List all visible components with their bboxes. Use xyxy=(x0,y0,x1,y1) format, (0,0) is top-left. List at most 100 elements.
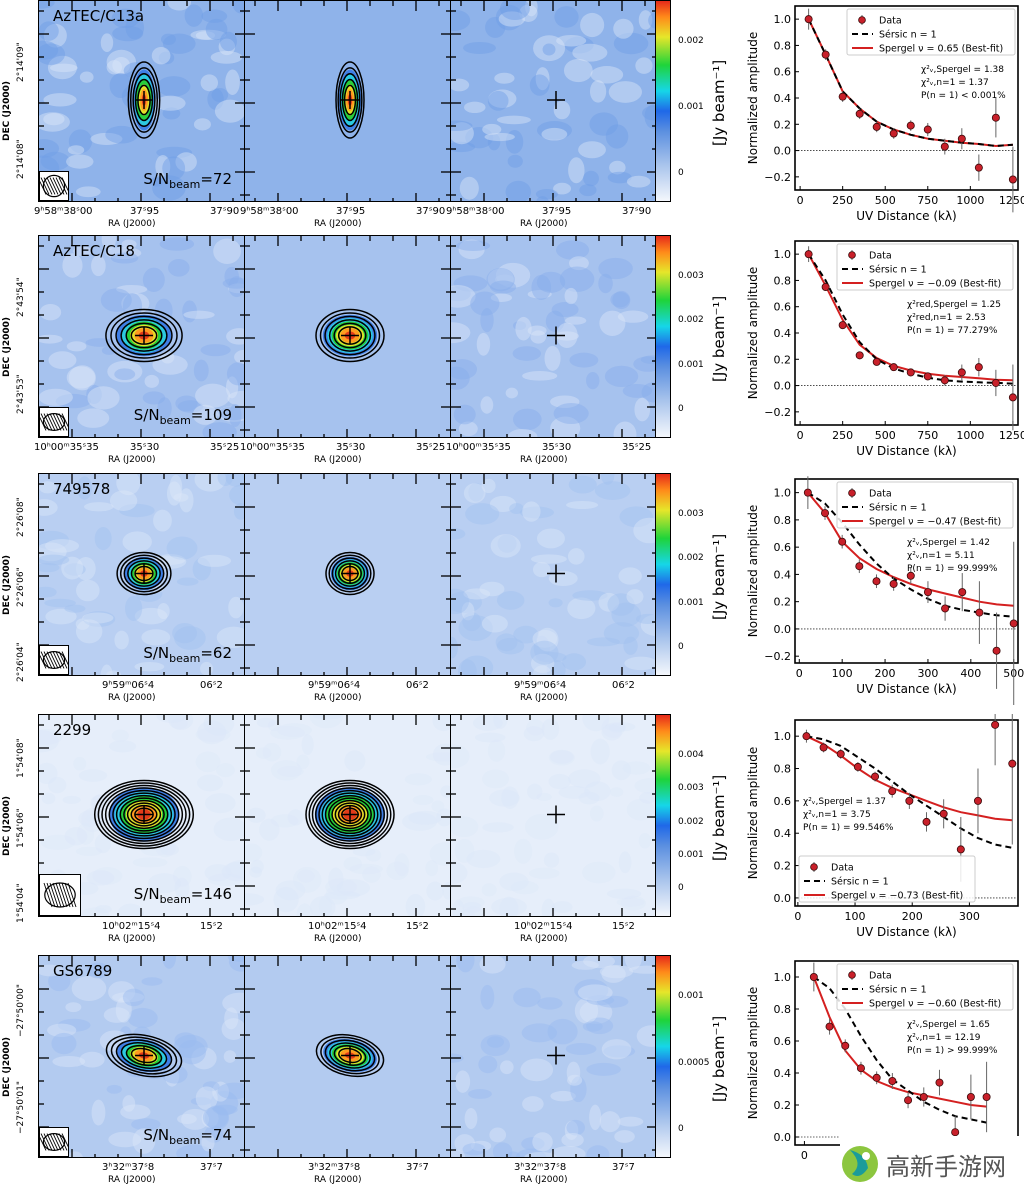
figure-row: DEC (J2000) 2°14'09" 2°14'08" AzTEC/C13a S/N… xyxy=(0,0,1024,232)
noise-blob xyxy=(90,132,123,146)
noise-blob xyxy=(229,484,244,506)
ra-tick-label: 37ˢ95 xyxy=(336,206,366,217)
noise-blob xyxy=(47,55,78,80)
noise-blob xyxy=(642,105,656,121)
noise-blob xyxy=(40,834,76,850)
noise-blob xyxy=(451,120,473,132)
noise-blob xyxy=(100,664,113,675)
noise-blob xyxy=(633,356,656,372)
data-point xyxy=(991,113,1000,122)
fit-statistic-annotation: P(n = 1) = 99.546% xyxy=(803,823,894,833)
noise-blob xyxy=(603,1045,636,1058)
noise-blob xyxy=(156,146,193,159)
noise-blob xyxy=(487,133,501,151)
noise-blob xyxy=(226,328,244,345)
noise-blob xyxy=(39,334,63,344)
x-axis-label: UV Distance (kλ) xyxy=(856,444,957,458)
colorbar-tick-label: 0.003 xyxy=(678,783,704,794)
noise-blob xyxy=(458,421,478,437)
noise-blob xyxy=(86,962,109,979)
noise-blob xyxy=(132,1128,156,1154)
noise-blob xyxy=(451,141,476,153)
noise-blob xyxy=(470,1140,492,1152)
noise-blob xyxy=(530,330,547,344)
noise-blob xyxy=(586,995,615,1006)
noise-blob xyxy=(425,860,439,877)
ra-axis-label: RA (J2000) xyxy=(314,934,362,944)
dec-tick-label: 2°43'53" xyxy=(16,374,26,414)
noise-blob xyxy=(623,636,638,655)
noise-blob xyxy=(451,816,479,838)
noise-blob xyxy=(496,637,525,655)
snr-subscript: beam xyxy=(169,652,201,665)
noise-blob xyxy=(91,1099,106,1126)
noise-blob xyxy=(174,1032,197,1049)
fit-statistic-annotation: P(n = 1) = 77.279% xyxy=(907,326,998,336)
noise-blob xyxy=(217,474,234,487)
noise-blob xyxy=(404,773,433,786)
noise-blob xyxy=(485,16,506,38)
noise-blob xyxy=(39,728,63,745)
noise-blob xyxy=(494,72,515,84)
noise-blob xyxy=(454,1134,475,1153)
noise-blob xyxy=(478,1055,498,1074)
noise-blob xyxy=(68,365,96,391)
data-point xyxy=(991,378,1000,387)
noise-blob xyxy=(62,795,81,804)
colorbar-tick-label: 0 xyxy=(678,404,684,414)
contour-line xyxy=(104,787,184,842)
noise-blob xyxy=(216,763,235,778)
noise-blob xyxy=(228,276,244,298)
noise-blob xyxy=(100,288,132,312)
noise-blob xyxy=(556,34,587,47)
noise-blob xyxy=(62,253,83,278)
noise-blob xyxy=(490,280,517,294)
noise-blob xyxy=(500,1060,514,1075)
noise-blob xyxy=(217,1082,244,1100)
source-name: GS6789 xyxy=(53,962,113,980)
data-point xyxy=(825,1022,834,1031)
ra-tick-label: 35ˢ30 xyxy=(336,442,366,453)
ra-tick-label: 35ˢ25 xyxy=(622,442,652,453)
noise-blob xyxy=(564,287,578,305)
contour-line xyxy=(338,562,362,585)
noise-blob xyxy=(532,562,551,578)
noise-blob xyxy=(227,956,244,962)
noise-blob xyxy=(94,526,112,551)
noise-blob xyxy=(463,41,496,54)
visibility-plot-svg: −0.20.00.20.40.60.81.00 100 200 300 400 500UV… xyxy=(746,476,1024,706)
noise-blob xyxy=(548,749,575,766)
noise-blob xyxy=(349,863,383,875)
noise-blob xyxy=(142,267,165,292)
noise-blob xyxy=(522,1096,544,1112)
noise-blob xyxy=(579,184,597,197)
noise-blob xyxy=(218,406,244,421)
x-tick-label: 0 xyxy=(796,667,803,680)
noise-blob xyxy=(169,474,183,500)
image-canvas xyxy=(39,1,244,201)
noise-blob xyxy=(495,274,515,285)
contour-line xyxy=(334,802,366,827)
noise-blob xyxy=(613,18,634,39)
colorbar-tick-label: 0.001 xyxy=(678,102,704,112)
colorbar-unit-label: [Jy beam⁻¹] xyxy=(710,59,728,146)
y-axis-label: Normalized amplitude xyxy=(746,267,760,400)
noise-blob xyxy=(619,506,654,528)
noise-blob xyxy=(192,404,218,425)
data-point xyxy=(991,720,1000,729)
source-emission xyxy=(335,61,365,139)
y-tick-label: 0.4 xyxy=(774,827,792,840)
noise-blob xyxy=(461,602,475,621)
noise-blob xyxy=(626,589,644,605)
noise-blob xyxy=(39,562,60,573)
noise-blob xyxy=(526,719,545,736)
contour-line xyxy=(123,557,165,590)
noise-blob xyxy=(465,126,494,149)
noise-blob xyxy=(599,965,634,979)
colorbar-tick-label: 0 xyxy=(678,168,684,178)
dec-axis-label: DEC (J2000) xyxy=(2,554,12,615)
legend-entry-label: Sérsic n = 1 xyxy=(869,503,927,514)
noise-blob xyxy=(527,325,547,336)
data-point xyxy=(838,537,847,546)
noise-blob xyxy=(609,160,626,175)
